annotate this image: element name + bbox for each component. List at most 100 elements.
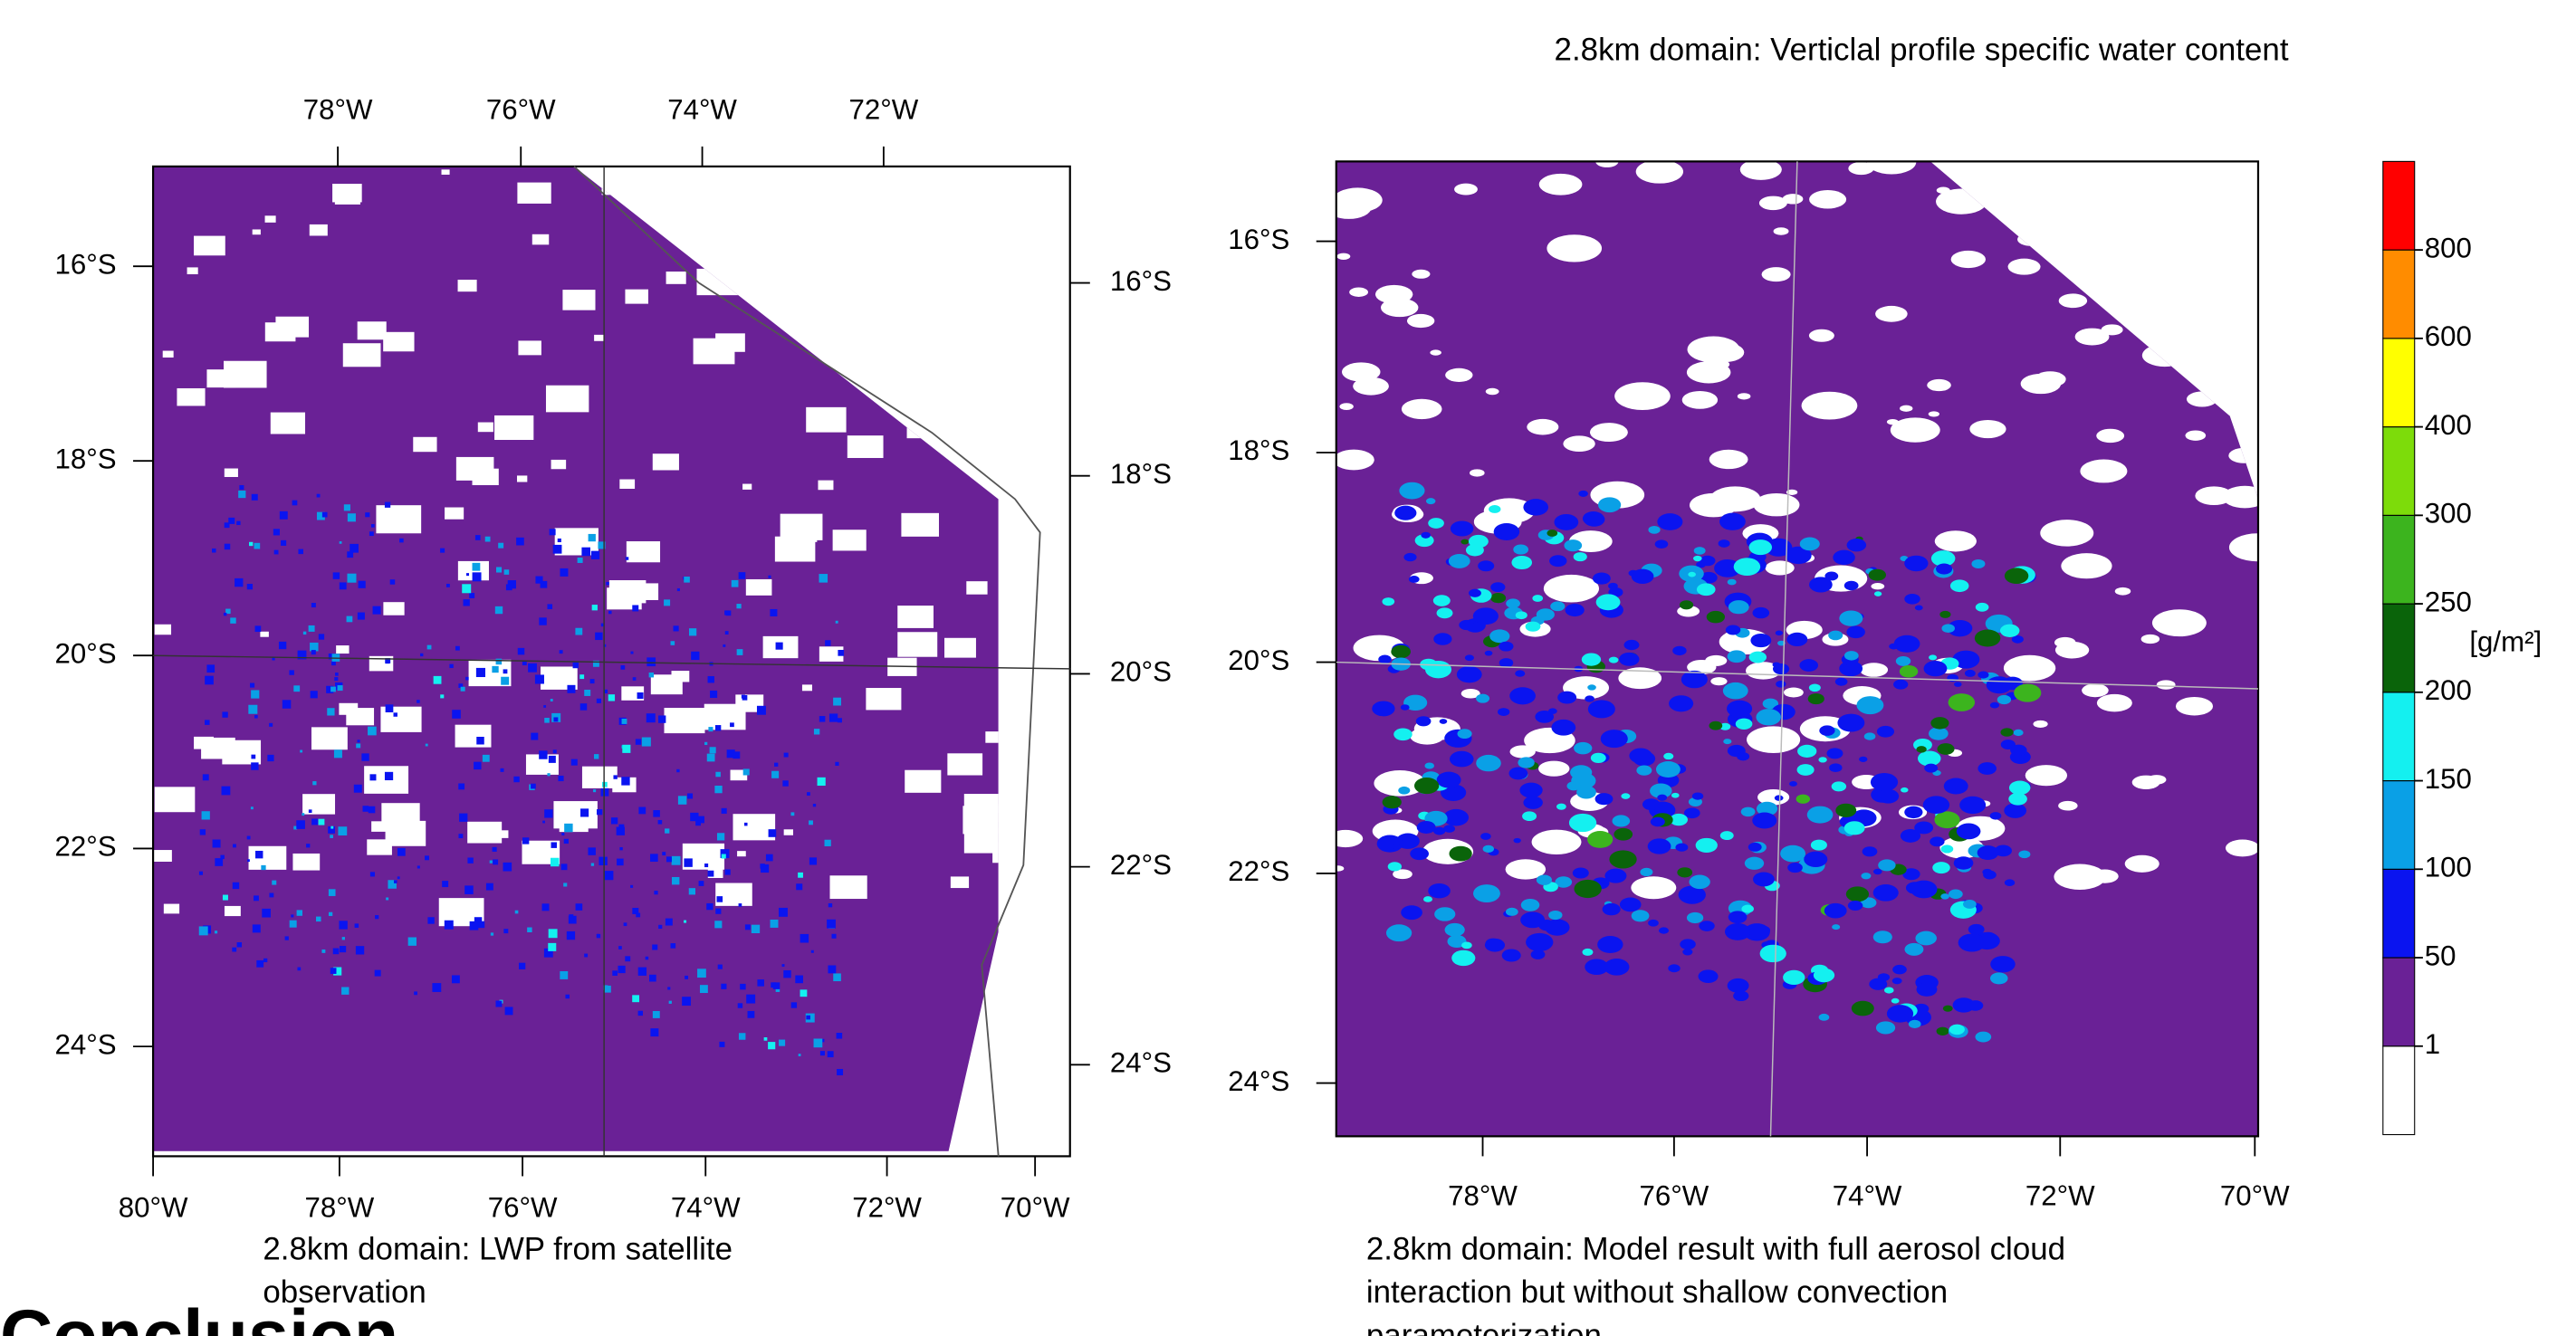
cloud-cell (1899, 665, 1919, 678)
clear-patch (224, 360, 267, 388)
cloud-cell (1967, 1000, 1984, 1011)
cloud-cell (1753, 872, 1775, 887)
cloud-cell (248, 704, 258, 714)
clear-patch (1681, 391, 1719, 409)
clear-patch (2061, 553, 2112, 579)
clear-patch (1900, 405, 1913, 412)
cloud-cell (1550, 601, 1566, 612)
colorbar-box (2382, 868, 2416, 959)
clear-patch (1353, 377, 1389, 396)
cloud-cell (246, 584, 254, 590)
cloud-cell (588, 533, 596, 542)
clear-patch (2096, 428, 2125, 444)
cloud-cell (1953, 856, 1974, 870)
cloud-cell (414, 991, 417, 996)
cloud-cell (1891, 997, 1900, 1004)
cloud-cell (249, 541, 254, 547)
cloud-cell (1861, 873, 1872, 880)
cloud-cell (384, 501, 391, 508)
cloud-cell (1934, 811, 1960, 829)
cloud-cell (1862, 846, 1878, 857)
cloud-cell (625, 557, 629, 560)
cloud-cell (1436, 607, 1453, 619)
cloud-cell (717, 833, 725, 841)
clear-patch (518, 340, 541, 356)
cloud-cell (1698, 969, 1719, 984)
cloud-cell (449, 663, 454, 669)
clear-patch (818, 480, 834, 491)
cloud-cell (1949, 1024, 1965, 1035)
cloud-cell (1902, 868, 1920, 881)
cloud-cell (1600, 730, 1628, 749)
cloud-cell (308, 625, 315, 632)
cloud-cell (1776, 681, 1786, 688)
cloud-cell (632, 907, 639, 914)
cloud-cell (222, 711, 228, 718)
clear-patch (715, 333, 745, 352)
cloud-cell (1901, 787, 1909, 793)
cloud-cell (444, 920, 454, 930)
cloud-cell (1940, 845, 1954, 854)
cloud-cell (604, 985, 611, 993)
cloud-cell (667, 987, 671, 990)
cloud-cell (838, 649, 845, 656)
cloud-cell (384, 771, 394, 781)
clear-patch (2096, 693, 2132, 712)
cloud-cell (630, 651, 634, 654)
cloud-cell (593, 754, 599, 759)
clear-patch (1687, 336, 1740, 363)
cloud-cell (575, 627, 583, 635)
clear-patch (745, 578, 772, 596)
cloud-cell (699, 985, 708, 994)
cloud-cell (1675, 843, 1689, 852)
clear-patch (2186, 391, 2217, 407)
cloud-cell (824, 839, 831, 846)
clear-patch (801, 684, 812, 692)
cloud-cell (632, 605, 639, 612)
clear-patch (2153, 335, 2201, 359)
cloud-cell (1636, 765, 1652, 776)
clear-patch (619, 479, 636, 490)
cloud-cell (1392, 844, 1401, 850)
cloud-cell (1859, 756, 1868, 762)
cloud-cell (707, 676, 714, 683)
clear-patch (2040, 520, 2094, 547)
cloud-cell (782, 780, 789, 787)
cloud-cell (2011, 635, 2024, 644)
clear-patch (1563, 435, 1595, 453)
cloud-cell (1585, 959, 1609, 976)
clear-patch (901, 512, 939, 537)
cloud-cell (1490, 592, 1507, 604)
cloud-cell (318, 818, 325, 825)
clear-patch (1339, 403, 1354, 410)
colorbar-label: 600 (2425, 320, 2472, 352)
cloud-cell (1891, 978, 1902, 985)
cloud-cell (685, 975, 689, 979)
clear-patch (1890, 417, 1940, 443)
clear-patch (1029, 573, 1058, 592)
cloud-cell (339, 541, 342, 544)
cloud-cell (298, 549, 303, 555)
cloud-cell (482, 754, 490, 762)
cloud-cell (310, 642, 319, 652)
clear-patch (357, 321, 387, 340)
cloud-cell (543, 948, 553, 958)
cloud-cell (328, 911, 333, 916)
clear-patch (385, 820, 426, 846)
cloud-cell (250, 682, 255, 688)
cloud-cell (1916, 982, 1938, 997)
cloud-cell (819, 574, 828, 583)
cloud-cell (682, 997, 691, 1007)
cloud-cell (579, 703, 588, 711)
cloud-cell (1809, 577, 1833, 593)
clear-patch (1336, 829, 1364, 848)
cloud-cell (293, 825, 298, 830)
cloud-cell (1693, 555, 1702, 562)
cloud-cell (458, 834, 464, 839)
cloud-cell (588, 847, 596, 855)
cloud-cell (1424, 762, 1435, 769)
lat-tick-label: 16°S (55, 248, 117, 280)
cloud-cell (796, 883, 803, 891)
cloud-cell (522, 661, 527, 666)
